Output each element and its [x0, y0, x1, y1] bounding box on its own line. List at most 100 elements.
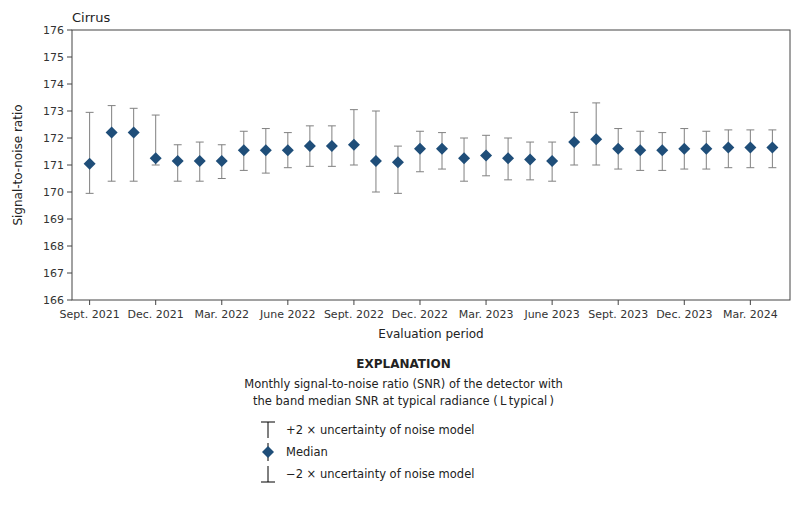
median-marker	[150, 152, 162, 164]
y-tick	[67, 111, 72, 112]
median-marker	[238, 144, 250, 156]
error-cap-lower	[614, 169, 622, 170]
legend-entry: +2 × uncertainty of noise model	[286, 423, 474, 437]
median-marker	[414, 143, 426, 155]
error-cap-upper	[768, 129, 776, 130]
median-marker	[216, 155, 228, 167]
error-cap-upper	[416, 131, 424, 132]
legend-icon	[261, 422, 275, 423]
error-cap-lower	[86, 193, 94, 194]
error-cap-upper	[306, 125, 314, 126]
error-cap-upper	[394, 146, 402, 147]
error-cap-upper	[108, 105, 116, 106]
y-tick-label: 172	[43, 132, 64, 145]
error-cap-lower	[350, 165, 358, 166]
error-cap-lower	[262, 173, 270, 174]
legend-title: EXPLANATION	[356, 357, 450, 371]
error-cap-lower	[174, 181, 182, 182]
median-marker	[502, 152, 514, 164]
x-tick-label: Mar. 2022	[194, 308, 249, 321]
x-axis-label: Evaluation period	[378, 327, 483, 341]
legend-entry: −2 × uncertainty of noise model	[286, 467, 474, 481]
error-cap-lower	[526, 179, 534, 180]
y-tick	[67, 138, 72, 139]
error-cap-lower	[240, 170, 248, 171]
error-cap-lower	[702, 169, 710, 170]
error-cap-upper	[196, 142, 204, 143]
error-cap-lower	[438, 169, 446, 170]
chart: 166167168169170171172173174175176Sept. 2…	[0, 0, 807, 505]
error-cap-upper	[548, 142, 556, 143]
marks	[84, 103, 779, 193]
x-tick-label: Dec. 2022	[392, 308, 448, 321]
error-cap-lower	[592, 165, 600, 166]
y-tick-label: 167	[43, 267, 64, 280]
median-marker	[392, 156, 404, 168]
error-cap-upper	[746, 129, 754, 130]
median-marker	[282, 144, 294, 156]
error-cap-lower	[658, 170, 666, 171]
y-tick	[67, 273, 72, 274]
median-marker	[458, 152, 470, 164]
median-marker	[326, 140, 338, 152]
y-axis-label: Signal-to-noise ratio	[11, 104, 25, 225]
error-bar	[397, 146, 398, 193]
x-tick-label: Mar. 2023	[459, 308, 514, 321]
x-tick	[221, 300, 222, 305]
error-cap-lower	[284, 167, 292, 168]
legend-icon	[261, 482, 275, 483]
error-cap-lower	[724, 167, 732, 168]
error-cap-upper	[240, 131, 248, 132]
error-cap-lower	[372, 192, 380, 193]
median-marker	[546, 155, 558, 167]
x-tick	[618, 300, 619, 305]
error-cap-upper	[284, 132, 292, 133]
x-tick	[155, 300, 156, 305]
error-cap-upper	[130, 108, 138, 109]
error-cap-lower	[218, 178, 226, 179]
median-marker	[106, 127, 118, 139]
legend-icon	[268, 422, 269, 438]
error-cap-upper	[174, 144, 182, 145]
error-cap-lower	[636, 170, 644, 171]
x-tick-label: June 2023	[523, 308, 579, 321]
median-marker	[524, 154, 536, 166]
x-tick-label: Mar. 2024	[723, 308, 778, 321]
error-cap-upper	[86, 112, 94, 113]
error-cap-upper	[328, 125, 336, 126]
error-cap-upper	[350, 109, 358, 110]
median-marker	[612, 143, 624, 155]
legend-description: Monthly signal-to-noise ratio (SNR) of t…	[244, 377, 563, 391]
median-marker	[766, 141, 778, 153]
error-bar	[133, 108, 134, 181]
y-tick	[67, 246, 72, 247]
median-marker	[84, 158, 96, 170]
error-cap-lower	[504, 179, 512, 180]
median-marker	[260, 144, 272, 156]
x-tick-label: Sept. 2021	[60, 308, 120, 321]
error-cap-lower	[306, 166, 314, 167]
error-cap-lower	[746, 167, 754, 168]
legend-description: the band median SNR at typical radiance …	[253, 394, 554, 408]
error-bar	[353, 110, 354, 165]
x-tick	[89, 300, 90, 305]
error-bar	[111, 106, 112, 182]
error-cap-lower	[768, 167, 776, 168]
error-cap-lower	[196, 181, 204, 182]
x-tick-label: Sept. 2023	[588, 308, 648, 321]
median-marker	[348, 139, 360, 151]
error-cap-lower	[460, 181, 468, 182]
median-marker	[128, 127, 140, 139]
error-cap-lower	[394, 193, 402, 194]
legend: EXPLANATION Monthly signal-to-noise ratio…	[244, 357, 563, 482]
error-cap-upper	[724, 129, 732, 130]
x-tick	[287, 300, 288, 305]
median-marker	[480, 150, 492, 162]
median-marker	[568, 136, 580, 148]
error-cap-lower	[548, 181, 556, 182]
error-cap-upper	[702, 131, 710, 132]
error-cap-upper	[680, 128, 688, 129]
x-tick	[750, 300, 751, 305]
error-bar	[89, 112, 90, 193]
median-marker	[634, 144, 646, 156]
